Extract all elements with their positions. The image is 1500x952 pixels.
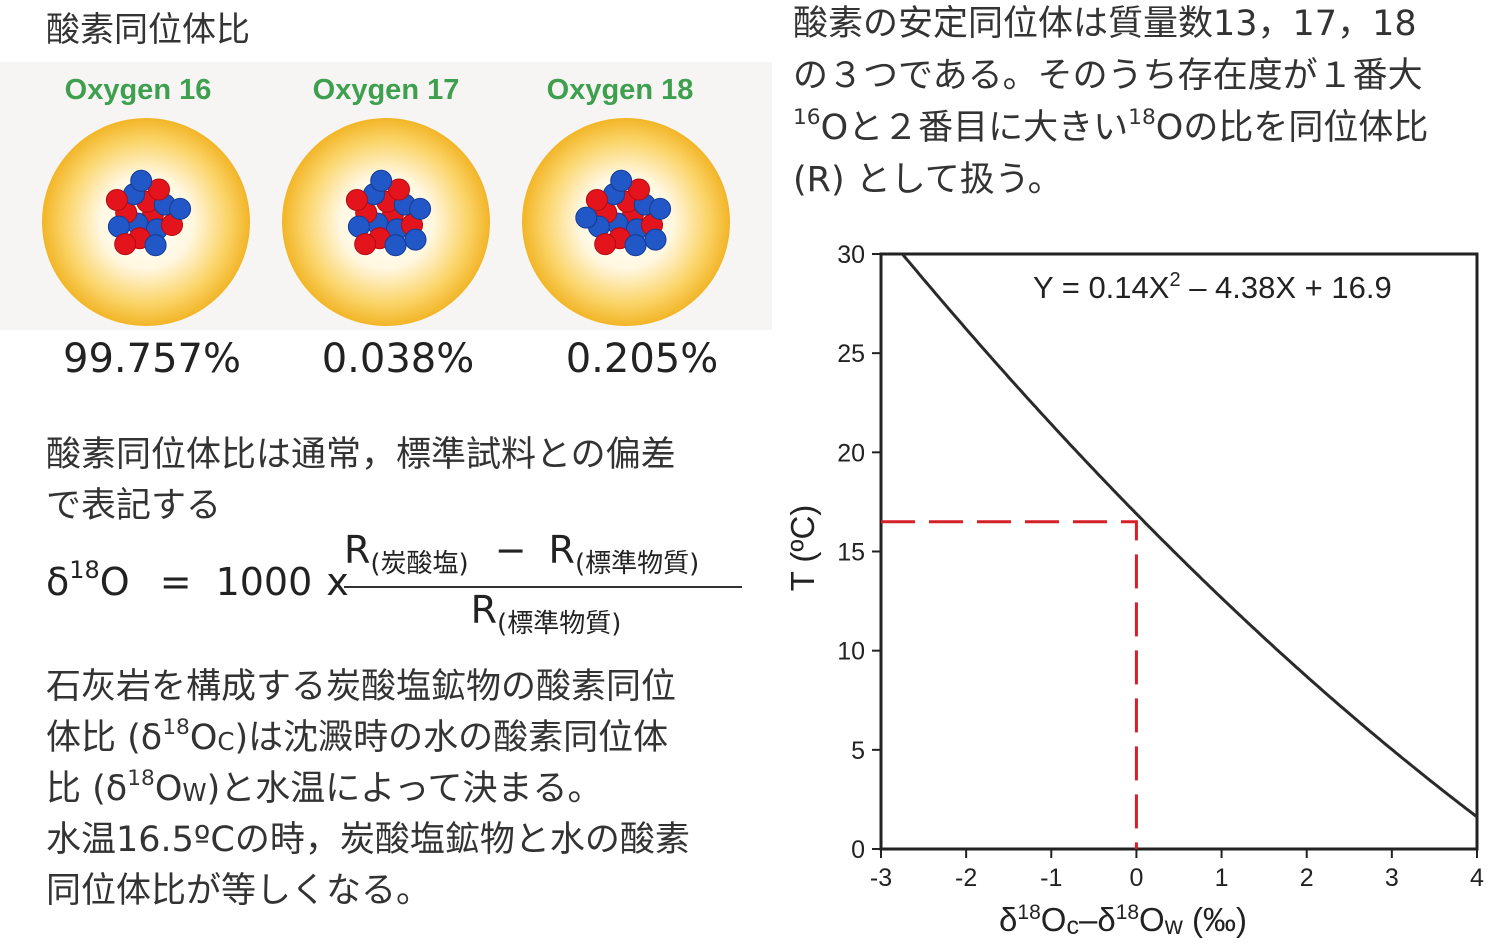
- formula-lhs: δ18O = 1000 x: [46, 556, 349, 604]
- proton: [345, 189, 368, 211]
- chart-axes: [879, 252, 1479, 851]
- neutron: [575, 206, 598, 229]
- oxygen-17-nucleus-icon: [345, 169, 432, 257]
- y-tick-label: 0: [851, 836, 865, 864]
- neutron: [144, 234, 167, 257]
- x-tick-label: 0: [1129, 864, 1143, 892]
- x-tick-label: 3: [1385, 864, 1399, 892]
- y-tick-label: 25: [837, 340, 865, 368]
- oxygen-18-nucleus-icon: [575, 169, 672, 257]
- plot-frame: [879, 252, 1479, 851]
- neutron: [384, 234, 407, 257]
- proton: [114, 233, 137, 256]
- temperature-chart: -3 -2 -1 0 1 2 3 4 0 5 10 15 20 25 30 Y = 0.14X2 – 4.3…: [784, 241, 1484, 940]
- oxygen-16-atom-icon: [42, 118, 250, 326]
- x-tick-label: -2: [955, 864, 977, 892]
- formula-denominator: R(標準物質): [470, 588, 622, 640]
- proton: [585, 189, 608, 211]
- neutron: [130, 169, 153, 192]
- oxygen-18-atom-icon: [522, 118, 730, 326]
- formula-fraction-bar: [344, 586, 742, 588]
- neutron: [649, 197, 672, 220]
- oxygen-17-atom-icon: [282, 118, 490, 326]
- x-tick-label: 2: [1300, 864, 1314, 892]
- neutron: [409, 197, 432, 220]
- neutron: [404, 228, 427, 251]
- formula-numerator: R(炭酸塩) − R(標準物質): [344, 528, 700, 580]
- x-tick-label: -3: [870, 864, 892, 892]
- x-tick-label: 4: [1470, 864, 1484, 892]
- isotope-abundance-18: 0.205%: [565, 336, 719, 382]
- deviation-text: 酸素同位体比は通常，標準試料との偏差 で表記する: [46, 435, 676, 526]
- chart-ticks: -3 -2 -1 0 1 2 3 4 0 5 10 15 20 25 30: [837, 241, 1484, 892]
- proton: [628, 178, 650, 201]
- x-tick-label: 1: [1215, 864, 1229, 892]
- isotope-label-17: Oxygen 17: [312, 74, 460, 106]
- proton: [354, 233, 377, 256]
- neutron: [370, 169, 393, 192]
- proton: [148, 178, 170, 201]
- equation-label: Y = 0.14X2 – 4.38X + 16.9: [1033, 269, 1392, 305]
- limestone-text: 石灰岩を構成する炭酸塩鉱物の酸素同位 体比 (δ18OC)は沈澱時の水の酸素同位…: [46, 667, 690, 911]
- isotope-description: 酸素の安定同位体は質量数13，17，18 の３つである。そのうち存在度が１番大 …: [793, 4, 1429, 200]
- reference-line-16.5: [881, 520, 1138, 849]
- page-title: 酸素同位体比: [46, 10, 250, 50]
- x-tick-label: -1: [1040, 864, 1062, 892]
- y-tick-label: 15: [837, 539, 865, 567]
- isotope-label-16: Oxygen 16: [64, 74, 212, 106]
- series-line: [901, 253, 1478, 819]
- proton: [388, 178, 410, 201]
- neutron: [169, 197, 192, 220]
- y-tick-label: 20: [837, 439, 865, 467]
- isotope-abundance-16: 99.757%: [63, 336, 241, 382]
- isotope-abundance-17: 0.038%: [321, 336, 475, 382]
- y-tick-label: 5: [851, 737, 865, 765]
- neutron: [644, 228, 667, 251]
- neutron: [624, 234, 647, 257]
- y-tick-label: 30: [837, 241, 865, 269]
- isotope-label-18: Oxygen 18: [546, 74, 694, 106]
- proton: [594, 233, 617, 256]
- x-axis-label: δ18Oc–δ18Ow (‰): [999, 901, 1247, 940]
- oxygen-16-nucleus-icon: [105, 169, 192, 257]
- proton: [105, 189, 128, 211]
- y-axis-label: T (ºC): [784, 505, 821, 592]
- y-tick-label: 10: [837, 638, 865, 666]
- neutron: [610, 169, 633, 192]
